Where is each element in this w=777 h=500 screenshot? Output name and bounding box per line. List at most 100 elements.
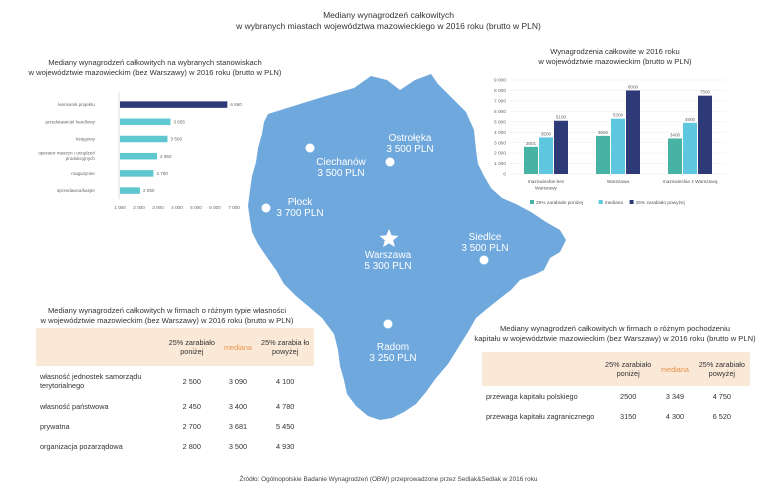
value-label: 3500: [541, 131, 552, 136]
capital-table: 25% zarabiało poniżej mediana 25% zarabia…: [482, 352, 750, 426]
warszawa-star-icon: [379, 229, 399, 247]
ownership-table-title-line1: Mediany wynagrodzeń całkowitych w firmac…: [47, 306, 287, 315]
table-row: własność jednostek samorządu terytorialne…: [36, 366, 314, 396]
map-region-shape: [248, 74, 566, 420]
bar-25-zarabia-o-powy-ej: [626, 90, 640, 174]
capital-table-title: Mediany wynagrodzeń całkowitych w firmac…: [460, 324, 770, 344]
city-dot-plock: [261, 203, 271, 213]
city-value: 3 500 PLN: [461, 243, 509, 254]
row-label: własność jednostek samorządu terytorialne…: [40, 372, 142, 390]
cell-median: 3 090: [228, 376, 248, 386]
legend-label: mediana: [605, 200, 624, 206]
table-row: prywatna 2 700 3 681 5 450: [36, 416, 314, 436]
x-tick-label: 2 000: [133, 205, 145, 210]
legend-label: 25% zarabiało powyżej: [636, 200, 685, 206]
cities-chart-title: Wynagrodzenia całkowite w 2016 roku w wo…: [470, 47, 760, 67]
cell-above: 5 450: [276, 421, 295, 431]
table-row: przewaga kapitału zagranicznego 3150 4 3…: [482, 406, 750, 426]
y-tick-label: 0: [503, 172, 506, 178]
cell-above: 4 780: [276, 401, 295, 411]
value-label: 2 950: [160, 154, 172, 159]
bar-25-zarabia-o-poni-ej: [668, 138, 682, 174]
city-name: Siedlce: [468, 232, 502, 243]
city-dot-ostroleka: [385, 157, 395, 167]
city-label-warszawa: Warszawa 5 300 PLN: [333, 250, 443, 272]
capital-table-title-line1: Mediany wynagrodzeń całkowitych w firmac…: [499, 324, 731, 333]
value-label: 2 760: [156, 171, 168, 176]
bar: [120, 101, 228, 108]
value-label: 4900: [685, 117, 696, 122]
city-value: 3 500 PLN: [317, 168, 365, 179]
value-label: 3 500: [171, 137, 183, 142]
cell-below: 2 700: [182, 421, 201, 431]
x-tick-label: 5 000: [190, 205, 202, 210]
city-name: Radom: [376, 342, 410, 353]
y-tick-label: 1 000: [494, 161, 506, 167]
cell-below: 3150: [620, 411, 637, 421]
city-dot-radom: [383, 319, 393, 329]
cell-below: 2 450: [182, 401, 201, 411]
ownership-table-title-line2: w województwie mazowieckim (bez Warszawy…: [40, 316, 294, 325]
category-label-line: operator maszyn i urządzeń: [38, 151, 95, 156]
x-tick-label: 4 000: [171, 205, 183, 210]
header-above: 25% zarabiało powyżej: [693, 352, 750, 386]
cell-below: 2 800: [182, 441, 201, 451]
table-row: własność państwowa 2 450 3 400 4 780: [36, 396, 314, 416]
city-name: Ciechanów: [316, 157, 366, 168]
city-label-plock: Płock 3 700 PLN: [245, 197, 355, 219]
value-label: 3650: [598, 130, 609, 135]
positions-chart-title-line1: Mediany wynagrodzeń całkowitych na wybra…: [48, 58, 262, 67]
cities-chart-title-line1: Wynagrodzenia całkowite w 2016 roku: [550, 47, 680, 56]
city-dot-siedlce: [479, 255, 489, 265]
city-value: 3 700 PLN: [276, 208, 324, 219]
bar: [120, 152, 158, 160]
category-label: magazynier: [71, 171, 95, 176]
cell-below: 2500: [620, 391, 637, 401]
value-label: 8000: [628, 84, 639, 89]
category-label: księgowy: [76, 137, 96, 142]
value-label: 3400: [670, 132, 681, 137]
bar-25-zarabia-o-powy-ej: [698, 95, 712, 174]
x-tick-label: 6 000: [209, 205, 221, 210]
cell-median: 3 500: [228, 441, 248, 451]
cell-above: 4 750: [712, 391, 731, 401]
value-label: 7500: [700, 90, 711, 95]
header-below: 25% zarabiało poniżej: [600, 352, 657, 386]
cell-median: 3 681: [228, 421, 248, 431]
city-name: Ostrołęka: [388, 133, 432, 144]
positions-chart-title: Mediany wynagrodzeń całkowitych na wybra…: [20, 58, 290, 78]
city-label-siedlce: Siedlce 3 500 PLN: [430, 232, 540, 254]
cell-median: 3 400: [228, 401, 248, 411]
x-tick-label: 7 000: [228, 205, 240, 210]
bar-25-zarabia-o-powy-ej: [554, 120, 568, 174]
category-label: kierownik projektu: [58, 102, 95, 107]
x-tick-label: 1 000: [114, 205, 126, 210]
category-label: przedstawiciel handlowy: [45, 119, 95, 124]
category-label: Warszawy: [535, 186, 558, 192]
value-label: 3 655: [173, 119, 185, 124]
y-tick-label: 7 000: [494, 98, 506, 104]
cell-below: 2 500: [182, 376, 201, 386]
cell-median: 4 300: [665, 411, 685, 421]
cities-chart-title-line2: w województwie mazowieckim (brutto w PLN…: [538, 57, 692, 66]
bar-25-zarabia-o-poni-ej: [596, 135, 610, 174]
row-label: przewaga kapitału polskiego: [486, 391, 578, 401]
y-tick-label: 9 000: [494, 78, 506, 84]
header-above: 25% zarabia ło powyżej: [256, 328, 314, 366]
y-tick-label: 5 000: [494, 119, 506, 125]
cell-above: 6 520: [712, 411, 731, 421]
city-label-radom: Radom 3 250 PLN: [338, 342, 448, 364]
bar-mediana: [611, 118, 625, 174]
value-label: 2 050: [143, 188, 155, 193]
city-name: Płock: [287, 197, 313, 208]
bar-mediana: [539, 137, 553, 174]
ownership-table-title: Mediany wynagrodzeń całkowitych w firmac…: [22, 306, 312, 326]
positions-bar-chart: kierownik projektu 6 650 przedstawiciel ha…: [38, 92, 242, 210]
row-label: organizacja pozarządowa: [40, 441, 123, 451]
y-tick-label: 3 000: [494, 140, 506, 146]
source-note: Źródło: Ogólnopolskie Badanie Wynagrodze…: [239, 476, 538, 483]
legend-swatch: [530, 200, 534, 204]
row-label: własność państwowa: [40, 401, 109, 411]
row-label: prywatna: [40, 421, 70, 431]
